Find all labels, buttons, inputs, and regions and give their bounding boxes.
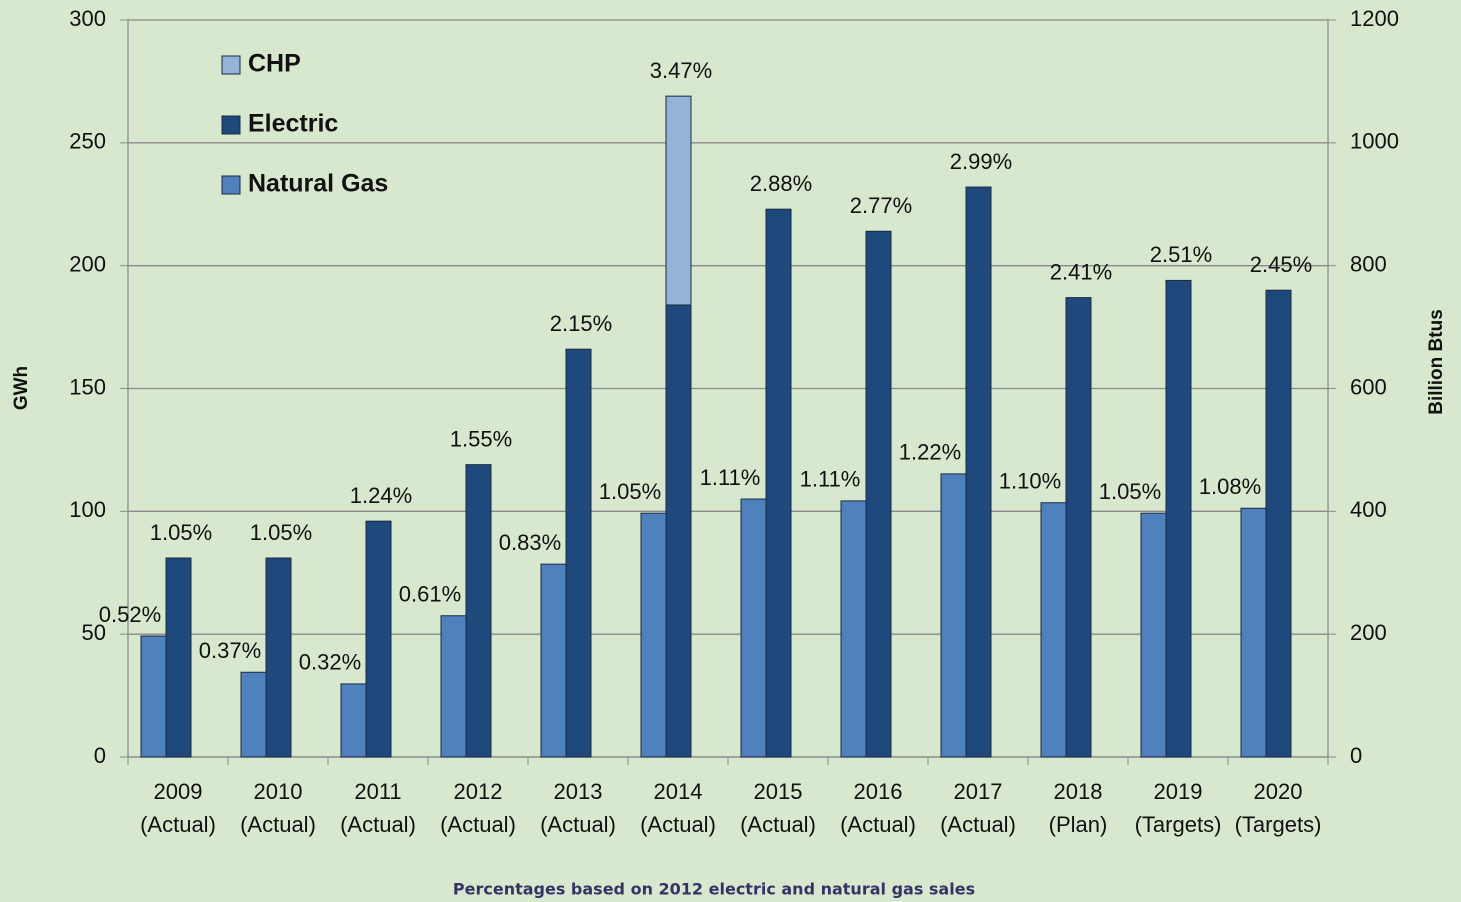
- y-tick-label: 150: [69, 374, 106, 399]
- data-label: 0.61%: [399, 582, 461, 607]
- data-label: 1.05%: [1099, 479, 1161, 504]
- bar: [140, 635, 167, 758]
- x-tick-label: (Actual): [440, 812, 516, 837]
- data-label: 0.83%: [499, 530, 561, 555]
- bar: [165, 557, 192, 758]
- bar: [965, 186, 992, 758]
- bar: [940, 473, 967, 758]
- bar: [765, 208, 792, 758]
- y2-tick-label: 800: [1350, 251, 1387, 276]
- x-tick-label: (Targets): [1235, 812, 1322, 837]
- x-tick-label: (Actual): [740, 812, 816, 837]
- data-label: 1.55%: [450, 426, 512, 451]
- bar: [465, 464, 492, 758]
- data-label: 2.88%: [750, 171, 812, 196]
- data-label: 1.05%: [599, 479, 661, 504]
- bar: [1265, 289, 1292, 758]
- data-label: 1.11%: [700, 465, 761, 490]
- bar: [740, 498, 767, 758]
- x-tick-label: (Actual): [340, 812, 416, 837]
- footnote: Percentages based on 2012 electric and n…: [453, 880, 975, 899]
- bar: [365, 520, 392, 758]
- y2-tick-label: 1200: [1350, 6, 1399, 31]
- x-tick-label: (Actual): [140, 812, 216, 837]
- y-tick-label: 300: [69, 6, 106, 31]
- y2-tick-label: 200: [1350, 620, 1387, 645]
- data-label: 1.05%: [250, 520, 312, 545]
- data-label: 2.77%: [850, 193, 912, 218]
- bar: [565, 348, 592, 758]
- y2-tick-label: 0: [1350, 743, 1362, 768]
- legend-swatch: [221, 175, 241, 195]
- data-label: 0.37%: [199, 638, 261, 663]
- x-tick-label: (Actual): [640, 812, 716, 837]
- bar: [665, 304, 692, 758]
- y2-tick-label: 600: [1350, 374, 1387, 399]
- x-tick-label: 2016: [854, 779, 903, 804]
- x-tick-label: 2012: [454, 779, 503, 804]
- x-tick-label: (Plan): [1049, 812, 1108, 837]
- bar: [840, 500, 867, 758]
- x-tick-label: 2017: [954, 779, 1003, 804]
- bar: [1240, 507, 1267, 758]
- y-tick-label: 200: [69, 251, 106, 276]
- y-tick-label: 50: [82, 620, 106, 645]
- bar: [240, 671, 267, 758]
- y-tick-label: 250: [69, 129, 106, 154]
- data-label: 1.24%: [350, 483, 412, 508]
- x-tick-label: 2009: [154, 779, 203, 804]
- legend-swatch: [221, 55, 241, 75]
- bar: [440, 615, 467, 758]
- bar: [1065, 297, 1092, 758]
- bar: [340, 683, 367, 758]
- bar: [640, 512, 667, 758]
- bar: [265, 557, 292, 758]
- y-tick-label: 100: [69, 497, 106, 522]
- x-tick-label: (Actual): [240, 812, 316, 837]
- legend-swatch: [221, 115, 241, 135]
- y-axis-label: GWh: [11, 366, 32, 410]
- x-tick-label: 2013: [554, 779, 603, 804]
- x-tick-label: 2019: [1154, 779, 1203, 804]
- bar: [540, 563, 567, 758]
- x-tick-label: (Actual): [840, 812, 916, 837]
- x-tick-label: 2015: [754, 779, 803, 804]
- x-tick-label: (Actual): [540, 812, 616, 837]
- data-label: 3.47%: [650, 58, 712, 83]
- x-tick-label: 2018: [1054, 779, 1103, 804]
- y2-axis-label: Billion Btus: [1426, 309, 1447, 415]
- data-label: 1.11%: [800, 467, 861, 492]
- bar: [1140, 512, 1167, 758]
- data-label: 2.15%: [550, 311, 612, 336]
- y2-tick-label: 400: [1350, 497, 1387, 522]
- data-label: 0.52%: [99, 602, 161, 627]
- bar: [1165, 279, 1192, 758]
- y-tick-label: 0: [94, 743, 106, 768]
- x-tick-label: 2020: [1254, 779, 1303, 804]
- data-label: 2.41%: [1050, 259, 1112, 284]
- legend-label: Electric: [248, 110, 338, 138]
- data-label: 1.08%: [1199, 474, 1261, 499]
- x-tick-label: 2010: [254, 779, 303, 804]
- bar: [1040, 502, 1067, 758]
- x-tick-label: 2011: [354, 779, 401, 804]
- x-tick-label: (Targets): [1135, 812, 1222, 837]
- y2-tick-label: 1000: [1350, 129, 1399, 154]
- data-label: 2.51%: [1150, 242, 1212, 267]
- bar: [865, 230, 892, 758]
- data-label: 1.22%: [899, 440, 961, 465]
- legend-label: Natural Gas: [248, 170, 388, 198]
- data-label: 1.10%: [999, 469, 1061, 494]
- x-tick-label: 2014: [654, 779, 703, 804]
- data-label: 2.99%: [950, 149, 1012, 174]
- x-tick-label: (Actual): [940, 812, 1016, 837]
- data-label: 2.45%: [1250, 252, 1312, 277]
- data-label: 0.32%: [299, 650, 361, 675]
- bar: [665, 95, 692, 306]
- data-label: 1.05%: [150, 520, 212, 545]
- legend-label: CHP: [248, 50, 301, 78]
